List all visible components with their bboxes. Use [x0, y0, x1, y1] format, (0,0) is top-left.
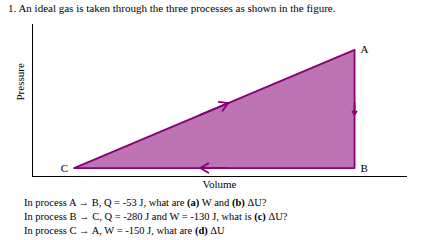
html-text:In process A → B, Q = -53 J, w: In process A → B, Q = -53 J, what are (a…: [24, 197, 267, 208]
html-text:1. An ideal gas is taken throu: 1. An ideal gas is taken through the thr…: [8, 2, 336, 14]
svg-text:B: B: [361, 162, 368, 174]
html-text:In process B → C, Q = -280 J a: In process B → C, Q = -280 J and W = -13…: [24, 211, 288, 222]
html-text:In process C → A, W = -150 J,: In process C → A, W = -150 J, what are (…: [24, 225, 225, 236]
svg-text:Volume: Volume: [202, 178, 236, 190]
svg-text:C: C: [61, 162, 68, 174]
svg-text:Pressure: Pressure: [14, 63, 26, 100]
svg-text:A: A: [361, 43, 369, 55]
